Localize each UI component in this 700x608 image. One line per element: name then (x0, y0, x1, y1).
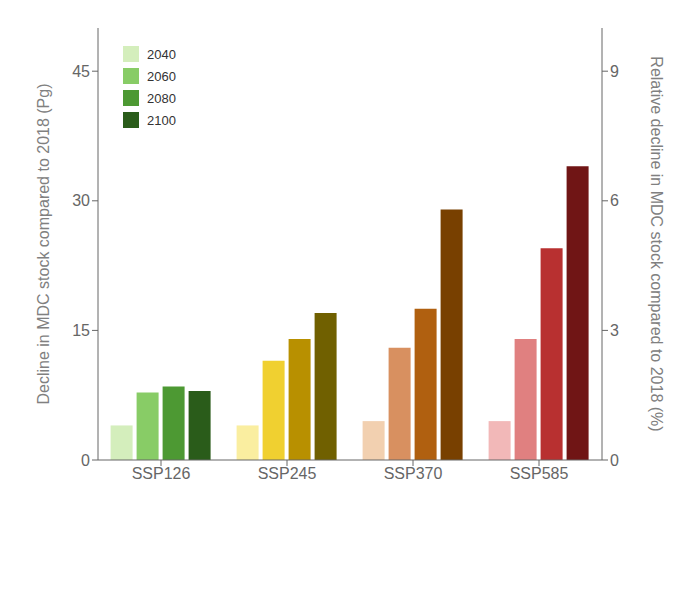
svg-text:0: 0 (610, 452, 619, 469)
svg-text:3: 3 (610, 322, 619, 339)
svg-text:Relative decline in MDC stock: Relative decline in MDC stock compared t… (648, 56, 665, 431)
svg-text:15: 15 (72, 322, 90, 339)
svg-text:45: 45 (72, 63, 90, 80)
html-text:2080: 2080 (147, 90, 176, 106)
svg-text:9: 9 (610, 63, 619, 80)
html-text:2100: 2100 (147, 112, 176, 128)
svg-text:SSP370: SSP370 (384, 465, 443, 482)
svg-text:30: 30 (72, 192, 90, 209)
svg-text:SSP245: SSP245 (258, 465, 317, 482)
html-text:2040: 2040 (147, 46, 176, 62)
svg-text:Decline in MDC stock compared: Decline in MDC stock compared to 2018 (P… (35, 83, 52, 404)
html-text:2060: 2060 (147, 68, 176, 84)
svg-text:SSP126: SSP126 (132, 465, 191, 482)
svg-text:SSP585: SSP585 (510, 465, 569, 482)
svg-text:0: 0 (81, 452, 90, 469)
svg-text:6: 6 (610, 192, 619, 209)
